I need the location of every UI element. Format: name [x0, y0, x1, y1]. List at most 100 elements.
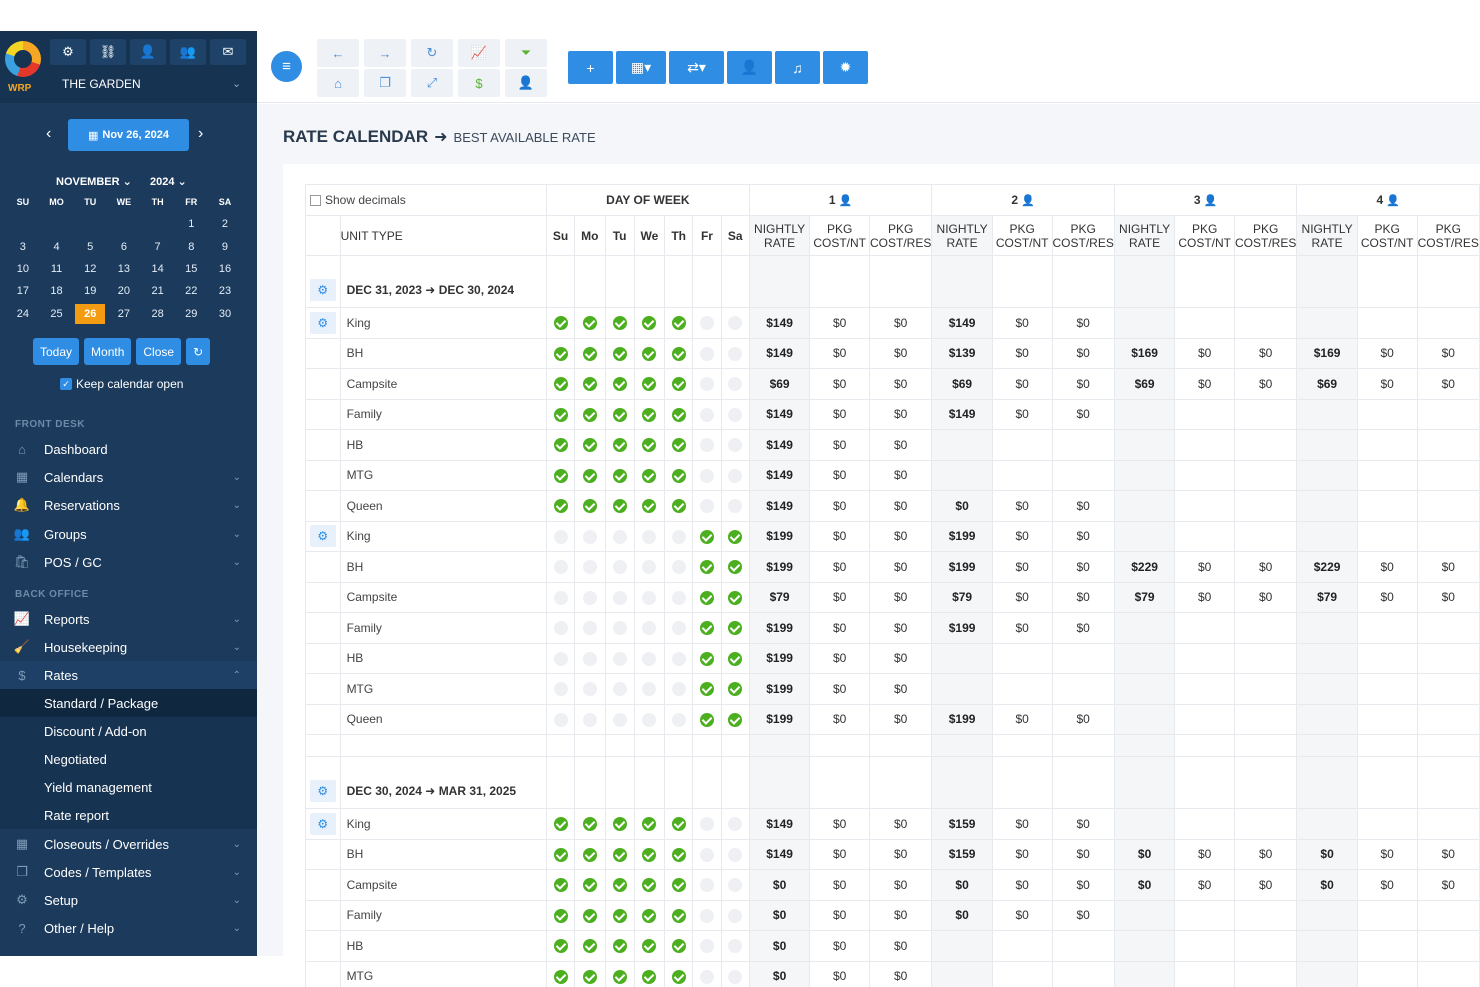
pkg-cost-cell[interactable]: $0 — [1416, 368, 1480, 400]
pkg-cost-cell[interactable] — [991, 960, 1053, 987]
pkg-cost-cell[interactable]: $0 — [1174, 581, 1235, 613]
pkg-cost-cell[interactable]: $0 — [1174, 368, 1235, 400]
pkg-cost-cell[interactable]: $0 — [1174, 551, 1235, 583]
pkg-cost-cell[interactable] — [1174, 459, 1235, 491]
pkg-cost-cell[interactable] — [991, 459, 1053, 491]
housekeeping-button[interactable]: ♫ — [775, 51, 820, 84]
pkg-cost-cell[interactable]: $0 — [868, 581, 933, 613]
pkg-cost-cell[interactable]: $0 — [1233, 337, 1298, 369]
nightly-rate-cell[interactable] — [1296, 808, 1358, 840]
nightly-rate-cell[interactable] — [1113, 703, 1176, 735]
nightly-rate-cell[interactable] — [1296, 930, 1358, 962]
calendar-day[interactable]: 16 — [218, 263, 232, 276]
nightly-rate-cell[interactable]: $0 — [931, 490, 993, 522]
nightly-rate-cell[interactable] — [1296, 459, 1358, 491]
pkg-cost-cell[interactable]: $0 — [868, 490, 933, 522]
pkg-cost-cell[interactable]: $0 — [1174, 337, 1235, 369]
pkg-cost-cell[interactable] — [1174, 899, 1235, 931]
unit-type-cell[interactable]: MTG — [339, 673, 547, 705]
pkg-cost-cell[interactable]: $0 — [991, 703, 1053, 735]
calendar-day[interactable]: 4 — [53, 240, 60, 253]
nav-closeouts[interactable]: ▦ Closeouts / Overrides ⌄ — [0, 830, 257, 858]
transfer-dropdown-button[interactable]: ⇄▾ — [669, 51, 724, 84]
group-gear-icon[interactable]: ⚙ — [309, 311, 336, 334]
month-select[interactable]: NOVEMBER ⌄ — [56, 176, 132, 188]
pkg-cost-cell[interactable]: $0 — [809, 490, 870, 522]
pkg-cost-cell[interactable]: $0 — [809, 642, 870, 674]
calendar-day[interactable]: 8 — [188, 240, 195, 253]
add-user-icon[interactable]: 👤 — [130, 39, 166, 65]
pkg-cost-cell[interactable]: $0 — [1051, 612, 1115, 644]
nightly-rate-cell[interactable]: $169 — [1296, 337, 1358, 369]
nightly-rate-cell[interactable]: $0 — [1113, 869, 1176, 901]
pkg-cost-cell[interactable]: $0 — [1356, 869, 1418, 901]
pkg-cost-cell[interactable] — [991, 429, 1053, 461]
next-date-icon[interactable]: › — [198, 125, 204, 142]
nightly-rate-cell[interactable] — [1113, 673, 1176, 705]
calendar-day-selected[interactable]: 26 — [75, 303, 106, 324]
nightly-rate-cell[interactable]: $149 — [748, 337, 811, 369]
pkg-cost-cell[interactable]: $0 — [1051, 368, 1115, 400]
nav-reservations[interactable]: 🔔 Reservations ⌄ — [0, 491, 257, 519]
pkg-cost-cell[interactable] — [1174, 520, 1235, 552]
nightly-rate-cell[interactable]: $199 — [748, 703, 811, 735]
back-arrow-icon[interactable]: ← — [317, 39, 359, 67]
pkg-cost-cell[interactable]: $0 — [809, 673, 870, 705]
nightly-rate-cell[interactable]: $149 — [748, 490, 811, 522]
pkg-cost-cell[interactable]: $0 — [809, 612, 870, 644]
pkg-cost-cell[interactable]: $0 — [1356, 838, 1418, 870]
pkg-cost-cell[interactable]: $0 — [991, 869, 1053, 901]
nightly-rate-cell[interactable]: $149 — [748, 429, 811, 461]
pkg-cost-cell[interactable] — [1233, 673, 1298, 705]
group-gear-icon[interactable]: ⚙ — [309, 812, 336, 835]
nightly-rate-cell[interactable]: $69 — [1296, 368, 1358, 400]
period-gear-icon[interactable]: ⚙ — [309, 780, 336, 802]
filter-icon[interactable]: ⏷ — [505, 39, 547, 67]
nav-reports[interactable]: 📈 Reports ⌄ — [0, 605, 257, 633]
pkg-cost-cell[interactable]: $0 — [868, 337, 933, 369]
pkg-cost-cell[interactable]: $0 — [809, 398, 870, 430]
nightly-rate-cell[interactable] — [1113, 429, 1176, 461]
unit-type-cell[interactable]: BH — [339, 337, 547, 369]
nightly-rate-cell[interactable]: $229 — [1296, 551, 1358, 583]
unit-type-cell[interactable]: Campsite — [339, 869, 547, 901]
pkg-cost-cell[interactable]: $0 — [1356, 581, 1418, 613]
pkg-cost-cell[interactable] — [1416, 459, 1480, 491]
nightly-rate-cell[interactable] — [1296, 307, 1358, 339]
unit-type-cell[interactable]: BH — [339, 838, 547, 870]
nav-groups[interactable]: 👥 Groups ⌄ — [0, 520, 257, 548]
pkg-cost-cell[interactable] — [1416, 673, 1480, 705]
unit-type-cell[interactable]: Queen — [339, 703, 547, 735]
unit-type-cell[interactable]: HB — [339, 642, 547, 674]
calendar-day[interactable]: 23 — [218, 285, 232, 298]
pkg-cost-cell[interactable] — [1233, 703, 1298, 735]
nightly-rate-cell[interactable] — [931, 642, 993, 674]
unit-type-cell[interactable]: BH — [339, 551, 547, 583]
pkg-cost-cell[interactable]: $0 — [1051, 899, 1115, 931]
nightly-rate-cell[interactable] — [931, 960, 993, 987]
nightly-rate-cell[interactable] — [1113, 490, 1176, 522]
pkg-cost-cell[interactable]: $0 — [1051, 551, 1115, 583]
pkg-cost-cell[interactable] — [1416, 429, 1480, 461]
pkg-cost-cell[interactable]: $0 — [1051, 703, 1115, 735]
pkg-cost-cell[interactable]: $0 — [868, 930, 933, 962]
pkg-cost-cell[interactable]: $0 — [1416, 337, 1480, 369]
nightly-rate-cell[interactable] — [1296, 490, 1358, 522]
nightly-rate-cell[interactable] — [1113, 307, 1176, 339]
nightly-rate-cell[interactable]: $0 — [931, 869, 993, 901]
nav-calendars[interactable]: ▦ Calendars ⌄ — [0, 463, 257, 491]
pkg-cost-cell[interactable]: $0 — [1233, 368, 1298, 400]
nav-other-help[interactable]: ? Other / Help ⌄ — [0, 914, 257, 942]
pkg-cost-cell[interactable]: $0 — [1051, 490, 1115, 522]
unit-type-cell[interactable]: Family — [339, 612, 547, 644]
period-gear-icon[interactable]: ⚙ — [309, 279, 336, 301]
settings-button[interactable]: ✹ — [823, 51, 868, 84]
calendar-day[interactable]: 27 — [117, 307, 131, 320]
unit-type-cell[interactable]: Family — [339, 398, 547, 430]
nightly-rate-cell[interactable] — [1296, 703, 1358, 735]
nightly-rate-cell[interactable]: $159 — [931, 838, 993, 870]
nightly-rate-cell[interactable]: $199 — [931, 612, 993, 644]
pkg-cost-cell[interactable]: $0 — [991, 899, 1053, 931]
calendar-day[interactable]: 6 — [120, 240, 127, 253]
calendar-day[interactable]: 26 — [73, 303, 107, 324]
